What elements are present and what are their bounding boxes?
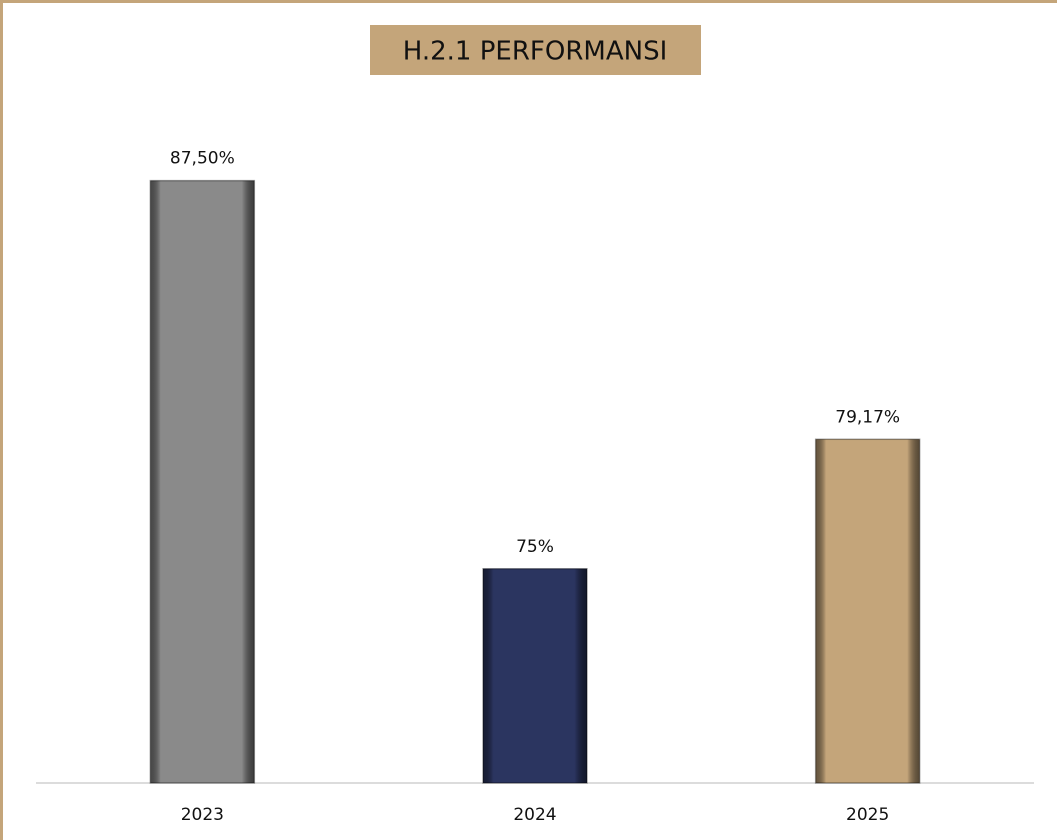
data-label: 79,17% bbox=[835, 407, 900, 427]
data-label: 75% bbox=[516, 537, 554, 557]
x-tick-label: 2024 bbox=[513, 805, 556, 825]
bar-shade bbox=[149, 179, 256, 784]
title-box bbox=[370, 25, 701, 75]
chart-title: H.2.1 PERFORMANSI bbox=[403, 37, 667, 67]
bar-shade bbox=[482, 568, 588, 784]
data-label: 87,50% bbox=[170, 149, 235, 169]
x-tick-label: 2023 bbox=[181, 805, 224, 825]
x-tick-label: 2025 bbox=[846, 805, 889, 825]
bar-shade bbox=[814, 438, 921, 784]
chart: H.2.1 PERFORMANSI 2023 87,50% 2024 75% 2025 7… bbox=[36, 25, 1034, 825]
